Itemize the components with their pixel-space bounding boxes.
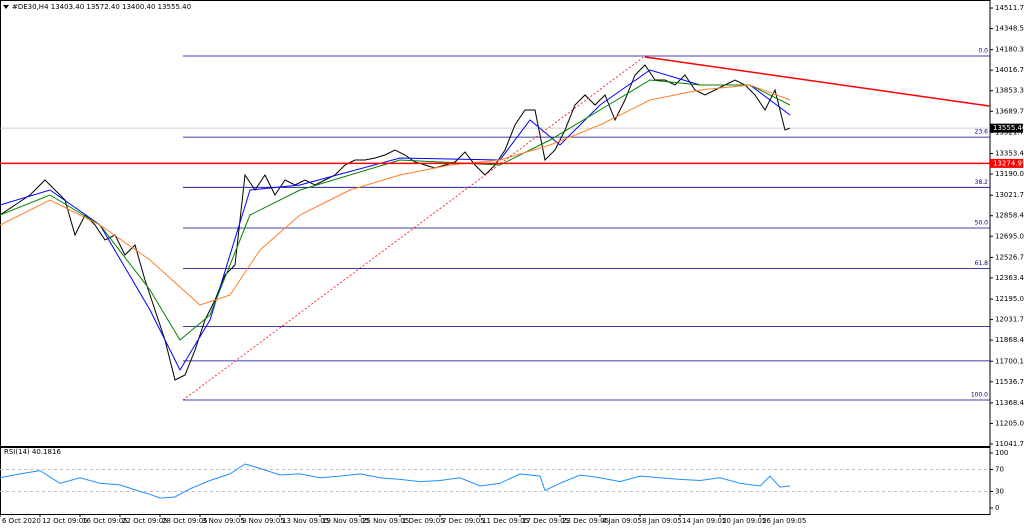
y-tick-label: 14180.35	[995, 46, 1024, 54]
y-tick-label: 11536.75	[995, 378, 1024, 386]
y-tick-label: 13689.70	[995, 107, 1024, 115]
y-tick-label: 12031.70	[995, 316, 1024, 324]
x-tick-label: 13 Nov 09:05	[282, 517, 329, 525]
series-line	[0, 463, 791, 499]
main-frame	[0, 0, 991, 447]
menu-arrow[interactable]	[3, 5, 9, 9]
chart-title: #DE30,H4 13403.40 13572.40 13400.40 1355…	[12, 3, 191, 11]
fib-label: 100.0	[971, 392, 988, 399]
series-line	[0, 79, 791, 341]
x-tick-label: 6 Oct 2020	[2, 517, 41, 525]
y-tick-label: 100	[995, 449, 1008, 457]
y-tick-label: 13190.05	[995, 170, 1024, 178]
fib-label: 0.0	[978, 48, 988, 55]
y-tick-label: 14016.70	[995, 66, 1024, 74]
y-tick-label: 13021.75	[995, 191, 1024, 199]
x-tick-label: 19 Nov 09:05	[322, 517, 369, 525]
y-tick-label: 12858.40	[995, 212, 1024, 220]
x-tick-label: 22 Oct 09:05	[122, 517, 168, 525]
y-tick-label: 12526.75	[995, 253, 1024, 261]
y-tick-label: 11205.05	[995, 419, 1024, 427]
x-tick-label: 17 Dec 09:05	[522, 517, 569, 525]
y-tick-label: 70	[995, 466, 1004, 474]
trendline	[182, 55, 646, 401]
y-tick-label: 12695.05	[995, 232, 1024, 240]
fib-label: 23.6	[975, 129, 989, 136]
x-tick-label: 7 Dec 09:05	[442, 517, 485, 525]
fib-label: 61.8	[975, 260, 989, 267]
series-line	[0, 64, 791, 381]
x-tick-label: 28 Oct 09:05	[162, 517, 208, 525]
price-line-label: 13274.97	[993, 159, 1024, 167]
x-tick-label: 8 Jan 09:05	[642, 517, 682, 525]
y-tick-label: 14348.55	[995, 25, 1024, 33]
y-tick-label: 11700.10	[995, 357, 1024, 365]
y-tick-label: 0	[995, 504, 999, 512]
y-tick-label: 13853.35	[995, 87, 1024, 95]
series-line	[0, 69, 791, 372]
x-tick-label: 1 Dec 09:05	[402, 517, 445, 525]
current-price-label: 13555.40	[993, 124, 1024, 132]
y-tick-label: 11868.40	[995, 336, 1024, 344]
y-tick-label: 30	[995, 488, 1004, 496]
y-tick-label: 12363.40	[995, 274, 1024, 282]
x-tick-label: 26 Jan 09:05	[762, 517, 806, 525]
y-tick-label: 11041.75	[995, 440, 1024, 448]
x-tick-label: 23 Dec 09:05	[562, 517, 609, 525]
y-tick-label: 12195.05	[995, 295, 1024, 303]
y-tick-label: 14511.70	[995, 4, 1024, 12]
x-tick-label: 14 Jan 09:05	[682, 517, 726, 525]
fib-label: 50.0	[975, 219, 989, 226]
x-tick-label: 25 Nov 09:05	[362, 517, 409, 525]
y-tick-label: 13353.40	[995, 150, 1024, 158]
x-tick-label: 20 Jan 09:05	[722, 517, 766, 525]
rsi-title: RSI(14) 40.1816	[4, 448, 61, 456]
x-tick-label: 3 Nov 09:05	[202, 517, 245, 525]
x-tick-label: 16 Oct 09:05	[82, 517, 128, 525]
y-tick-label: 11368.40	[995, 399, 1024, 407]
price-line-box	[990, 158, 1023, 168]
fib-label: 38.2	[975, 179, 989, 186]
current-price-box	[990, 123, 1023, 133]
x-tick-label: 4 Jan 09:05	[602, 517, 642, 525]
series-line	[0, 84, 791, 306]
x-tick-label: 11 Dec 09:05	[482, 517, 529, 525]
rsi-frame	[0, 447, 991, 515]
trendline	[644, 56, 991, 107]
x-tick-label: 12 Oct 09:05	[42, 517, 88, 525]
x-tick-label: 9 Nov 09:05	[242, 517, 285, 525]
